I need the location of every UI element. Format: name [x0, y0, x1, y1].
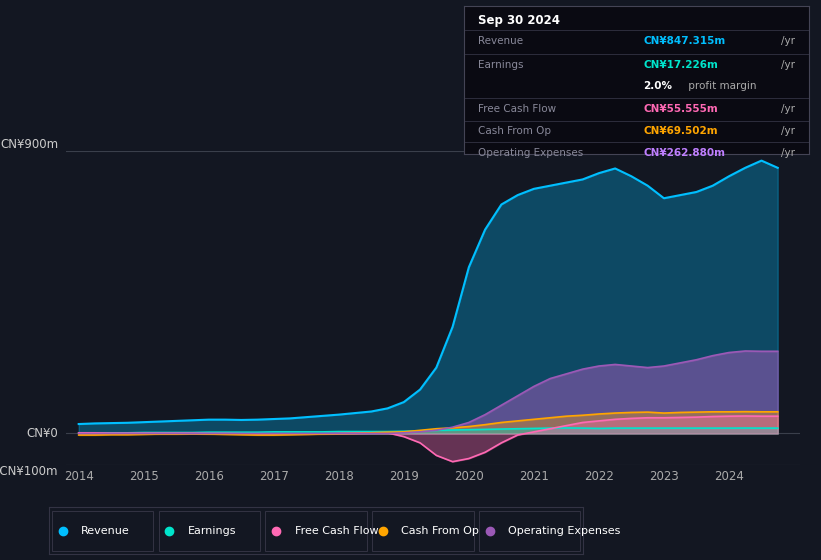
Text: CN¥17.226m: CN¥17.226m [643, 60, 718, 70]
Text: /yr: /yr [781, 147, 795, 157]
Text: Free Cash Flow: Free Cash Flow [295, 526, 378, 535]
Text: Earnings: Earnings [188, 526, 236, 535]
Text: /yr: /yr [781, 126, 795, 136]
Text: Cash From Op: Cash From Op [401, 526, 479, 535]
Text: 2.0%: 2.0% [643, 81, 672, 91]
Text: Cash From Op: Cash From Op [478, 126, 551, 136]
Text: Earnings: Earnings [478, 60, 523, 70]
Text: CN¥55.555m: CN¥55.555m [643, 105, 718, 114]
Text: /yr: /yr [781, 105, 795, 114]
Text: Free Cash Flow: Free Cash Flow [478, 105, 556, 114]
Text: CN¥900m: CN¥900m [0, 138, 58, 151]
Text: Operating Expenses: Operating Expenses [478, 147, 583, 157]
Text: -CN¥100m: -CN¥100m [0, 465, 58, 478]
Text: Revenue: Revenue [478, 36, 523, 46]
Text: Revenue: Revenue [81, 526, 130, 535]
Text: CN¥0: CN¥0 [26, 427, 58, 440]
Text: CN¥69.502m: CN¥69.502m [643, 126, 718, 136]
Text: CN¥262.880m: CN¥262.880m [643, 147, 725, 157]
Text: CN¥847.315m: CN¥847.315m [643, 36, 726, 46]
Text: profit margin: profit margin [685, 81, 756, 91]
Text: Sep 30 2024: Sep 30 2024 [478, 14, 560, 27]
Text: /yr: /yr [781, 36, 795, 46]
Text: Operating Expenses: Operating Expenses [508, 526, 621, 535]
Text: /yr: /yr [781, 60, 795, 70]
